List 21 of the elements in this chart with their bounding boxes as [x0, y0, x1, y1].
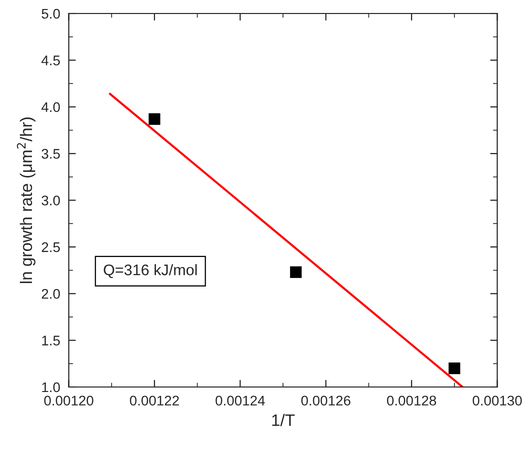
y-tick-label: 5.0: [42, 8, 60, 19]
point: [290, 266, 302, 278]
y-tick-label: 4.5: [41, 56, 60, 66]
annotation: Q=316 kJ/mol: [104, 264, 197, 278]
y-tick-label: 3.0: [42, 196, 60, 206]
x-tick-label: 0.00124: [216, 396, 265, 406]
y-axis-title: ln growth rate (μm$^{2}$/hr): [16, 118, 36, 284]
x-tick-label: 0.00120: [44, 396, 94, 406]
x-axis-title: 1/T: [272, 414, 295, 426]
y-tick-label: 1.5: [42, 336, 60, 346]
y-tick-label: 2.0: [42, 288, 60, 299]
y-tick-label: 4.0: [41, 102, 60, 112]
x-tick-label: 0.00128: [387, 396, 436, 406]
y-tick-label: 3.5: [42, 148, 60, 159]
point: [148, 113, 160, 125]
x-tick-label: 0.00122: [130, 396, 179, 406]
y-tick-label: 2.5: [42, 242, 60, 252]
x-tick-label: 0.00126: [301, 396, 350, 406]
x-tick-label: 0.00130: [472, 396, 522, 406]
point: [448, 362, 460, 374]
y-tick-label: 1.0: [42, 382, 60, 392]
